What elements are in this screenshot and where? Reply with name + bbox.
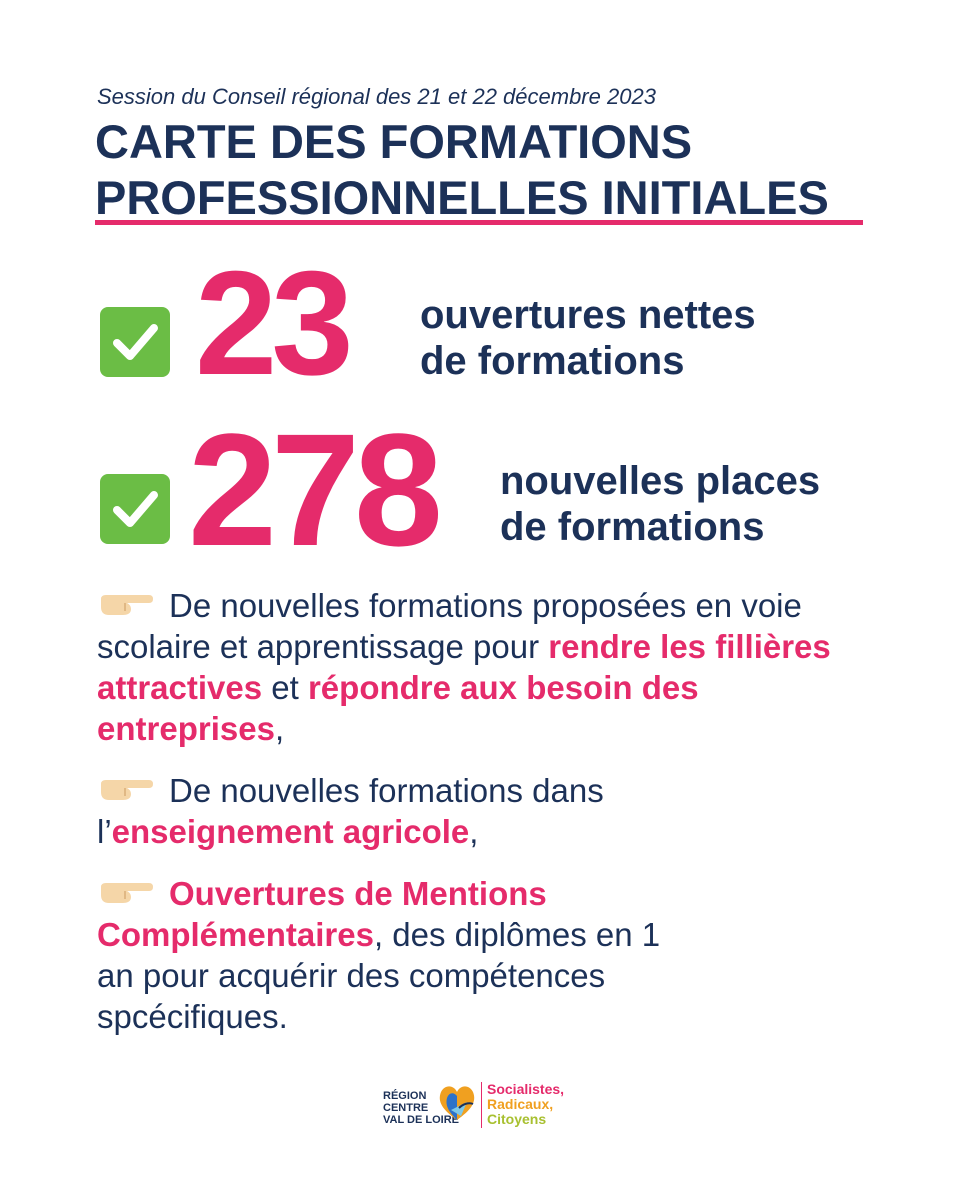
point-highlight: Ouvertures de Mentions Complémentaires (97, 875, 547, 953)
stat-label-line: de formations (500, 505, 765, 549)
stat-label-line: de formations (420, 339, 685, 383)
title-line-1: CARTE DES FORMATIONS (95, 115, 693, 168)
bullet-point-1: De nouvelles formations proposées en voi… (97, 585, 837, 749)
point-text: , (274, 710, 285, 747)
party-line: Radicaux, (487, 1096, 554, 1112)
title-line-2: PROFESSIONNELLES INITIALES (95, 171, 829, 224)
party-line: Socialistes, (487, 1081, 565, 1097)
stat-label-line: nouvelles places (500, 459, 821, 503)
point-text: De nouvelles formations dans l’ (97, 772, 604, 850)
pointing-hand-icon (97, 587, 155, 617)
region-line: VAL DE LOIRE (383, 1114, 459, 1126)
stat-number-places: 278 (188, 400, 443, 579)
point-highlight: rendre les fillières attractives (97, 628, 831, 706)
check-icon (100, 474, 170, 544)
point-highlight: répondre aux besoin des entreprises (97, 669, 699, 747)
region-logo-text: RÉGION CENTRE VAL DE LOIRE (383, 1090, 459, 1126)
region-line: RÉGION (383, 1090, 427, 1102)
bullet-point-3: Ouvertures de Mentions Complémentaires, … (97, 873, 677, 1037)
region-heart-icon (435, 1080, 479, 1133)
point-highlight: enseignement agricole (111, 813, 470, 850)
session-subtitle: Session du Conseil régional des 21 et 22… (97, 84, 656, 109)
stat-label-places: nouvelles places de formations (500, 458, 820, 550)
pointing-hand-icon (97, 772, 155, 802)
point-text: , des diplômes en 1 an pour acquérir des… (97, 916, 661, 1035)
point-text: De nouvelles formations proposées en voi… (97, 587, 802, 665)
bullet-point-2: De nouvelles formations dans l’enseignem… (97, 770, 697, 852)
stat-label-line: ouvertures nettes (420, 293, 756, 337)
logo-divider (481, 1082, 482, 1128)
region-line: CENTRE (383, 1102, 429, 1114)
party-logo-text: Socialistes, Radicaux, Citoyens (487, 1082, 564, 1127)
pointing-hand-icon (97, 875, 155, 905)
point-text: et (262, 669, 308, 706)
check-icon (100, 307, 170, 377)
point-text: , (469, 813, 479, 850)
page-title: CARTE DES FORMATIONS PROFESSIONNELLES IN… (95, 114, 829, 226)
stat-number-openings: 23 (195, 241, 354, 406)
title-underline (95, 220, 863, 225)
party-line: Citoyens (487, 1111, 547, 1127)
stat-label-openings: ouvertures nettes de formations (420, 292, 756, 384)
